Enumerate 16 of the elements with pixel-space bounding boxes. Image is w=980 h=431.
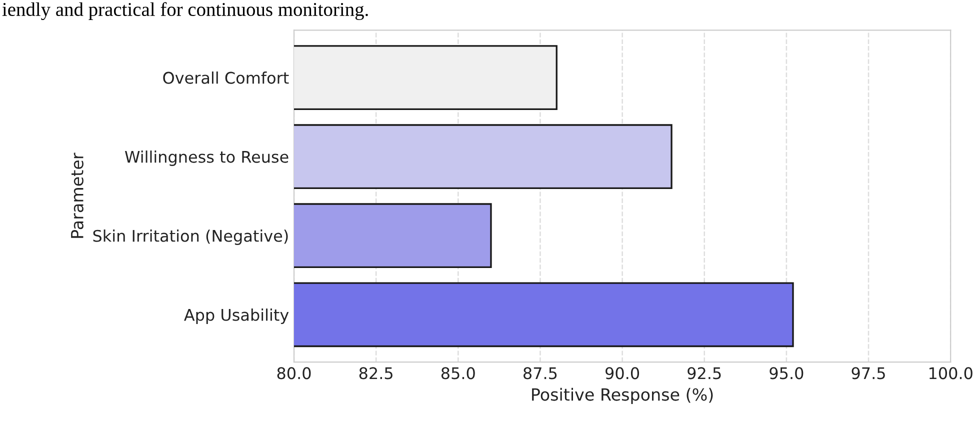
y-axis-title: Parameter	[71, 152, 84, 238]
y-tick-label: Skin Irritation (Negative)	[93, 230, 288, 246]
x-tick-label: 92.5	[688, 367, 721, 380]
y-tick-label: App Usability	[184, 308, 289, 324]
x-tick-label: 95.0	[770, 367, 804, 380]
x-tick-label: 82.5	[359, 367, 392, 380]
x-axis-title: Positive Response (%)	[532, 388, 713, 404]
x-tick-label: 85.0	[441, 367, 475, 380]
x-tick-label: 100.0	[929, 367, 972, 380]
x-tick-label: 87.5	[524, 367, 557, 380]
x-tick-label: 80.0	[277, 367, 311, 380]
text: iendly and practical for continuous monitoring.	[2, 2, 368, 20]
x-tick-label: 90.0	[606, 367, 640, 380]
y-tick-label: Willingness to Reuse	[124, 150, 288, 166]
y-tick-label: Overall Comfort	[163, 72, 289, 84]
x-tick-label: 97.5	[852, 367, 885, 380]
